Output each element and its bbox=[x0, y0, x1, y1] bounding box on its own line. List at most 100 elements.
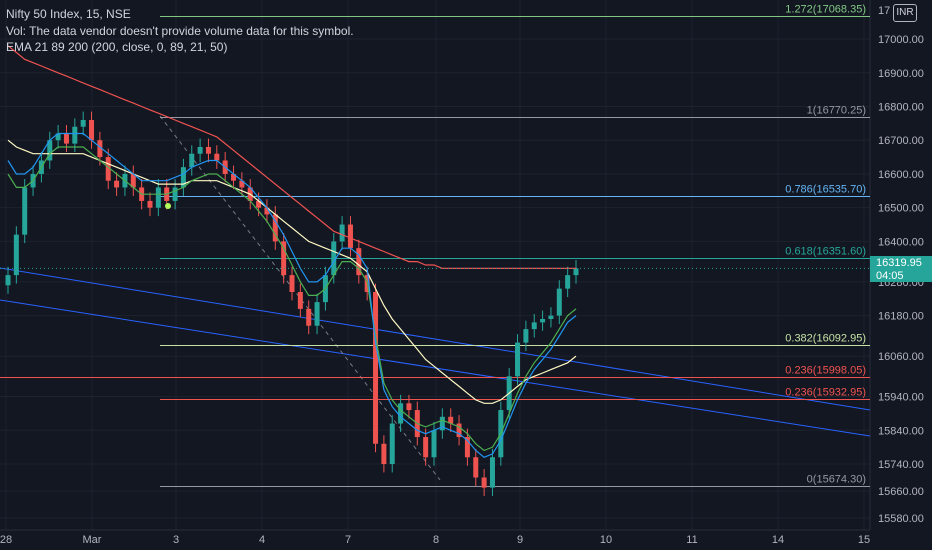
y-tick-label: 16700.00 bbox=[878, 135, 924, 147]
candle-body bbox=[22, 187, 28, 235]
last-price-tag: 16319.95 04:05 bbox=[870, 256, 932, 282]
candle-body bbox=[431, 430, 437, 458]
candle-body bbox=[489, 457, 495, 488]
candle-body bbox=[548, 315, 554, 319]
fib-level-label: 0.236(15932.95) bbox=[785, 387, 866, 399]
candle-body bbox=[5, 275, 11, 286]
candle-body bbox=[114, 180, 120, 188]
candle-body bbox=[306, 308, 312, 326]
currency-badge[interactable]: INR bbox=[893, 4, 917, 22]
last-price-value: 16319.95 bbox=[876, 257, 922, 269]
candle-body bbox=[473, 457, 479, 478]
fib-level-label: 0.786(16535.70) bbox=[785, 184, 866, 196]
candle-body bbox=[289, 275, 295, 293]
y-tick-label: 15740.00 bbox=[878, 459, 924, 471]
y-tick-label: 16800.00 bbox=[878, 102, 924, 114]
candle-body bbox=[172, 187, 178, 201]
y-tick-label: 16180.00 bbox=[878, 311, 924, 323]
candle-body bbox=[540, 318, 546, 323]
fib-level-label: 1(16770.25) bbox=[807, 105, 866, 117]
ema-21-line bbox=[7, 146, 577, 452]
x-tick-label: 28 bbox=[0, 534, 12, 546]
candle-body bbox=[556, 288, 562, 316]
fib-level-label: 0.382(16092.95) bbox=[785, 333, 866, 345]
candle-body bbox=[347, 224, 353, 249]
candle-body bbox=[515, 342, 521, 377]
candle-body bbox=[523, 329, 529, 343]
candle-body bbox=[398, 403, 404, 424]
y-tick-label: 16900.00 bbox=[878, 68, 924, 80]
candle-body bbox=[339, 224, 345, 242]
chart-legend: Nifty 50 Index, 15, NSE Vol: The data ve… bbox=[6, 6, 354, 56]
candle-body bbox=[373, 292, 379, 444]
candle-countdown: 04:05 bbox=[876, 270, 904, 282]
x-tick-label: 11 bbox=[686, 534, 697, 546]
candle-body bbox=[331, 241, 337, 276]
y-tick-label: 15840.00 bbox=[878, 425, 924, 437]
candle-body bbox=[531, 322, 537, 330]
candle-body bbox=[147, 200, 153, 208]
x-tick-label: 3 bbox=[173, 534, 179, 546]
candle-body bbox=[13, 234, 19, 276]
ema-blue-line bbox=[7, 132, 577, 458]
candle-body bbox=[239, 180, 245, 188]
candle-body bbox=[180, 167, 186, 188]
candle-body bbox=[205, 146, 211, 154]
candle-body bbox=[130, 173, 136, 188]
candle-body bbox=[272, 214, 278, 242]
candle-body bbox=[55, 133, 61, 141]
y-tick-label: 15580.00 bbox=[878, 513, 924, 525]
ema-indicator-label[interactable]: EMA 21 89 200 (200, close, 0, 89, 21, 50… bbox=[6, 40, 228, 54]
fib-level-label: 0(15674.30) bbox=[807, 474, 866, 486]
signal-dot bbox=[165, 203, 171, 209]
fib-level-label: 0.236(15998.05) bbox=[785, 365, 866, 377]
candle-body bbox=[439, 416, 445, 431]
candle-body bbox=[97, 140, 103, 158]
symbol-title[interactable]: Nifty 50 Index, 15, NSE bbox=[6, 7, 131, 21]
candle-body bbox=[381, 443, 387, 465]
candle-body bbox=[423, 437, 429, 458]
candle-body bbox=[89, 119, 95, 141]
trendline-lower[interactable] bbox=[0, 299, 871, 437]
fib-level-label: 0.618(16351.60) bbox=[785, 246, 866, 258]
y-tick-label: 15940.00 bbox=[878, 392, 924, 404]
volume-note: Vol: The data vendor doesn't provide vol… bbox=[6, 23, 354, 38]
candle-body bbox=[456, 423, 462, 438]
candle-body bbox=[464, 437, 470, 458]
candle-body bbox=[214, 153, 220, 161]
ema-200-line bbox=[7, 45, 576, 269]
x-tick-label: 7 bbox=[345, 534, 351, 546]
candle-body bbox=[189, 153, 195, 168]
x-tick-label: 8 bbox=[433, 534, 439, 546]
candle-body bbox=[197, 146, 203, 154]
candle-body bbox=[565, 275, 571, 289]
candle-body bbox=[481, 477, 487, 488]
y-tick-label: 16500.00 bbox=[878, 203, 924, 215]
candle-body bbox=[256, 200, 262, 208]
fib-level-label: 1.272(17068.35) bbox=[785, 4, 866, 16]
candle-body bbox=[297, 292, 303, 309]
y-tick-label-partial: 17 bbox=[878, 5, 890, 17]
x-tick-label: 10 bbox=[600, 534, 612, 546]
candle-body bbox=[264, 207, 270, 215]
y-tick-label: 15660.00 bbox=[878, 486, 924, 498]
candle-body bbox=[281, 241, 287, 276]
y-tick-label: 16060.00 bbox=[878, 351, 924, 363]
y-tick-label: 16600.00 bbox=[878, 169, 924, 181]
x-tick-label: 9 bbox=[517, 534, 523, 546]
x-tick-label: 4 bbox=[259, 534, 265, 546]
candle-body bbox=[406, 403, 412, 411]
x-tick-label: Mar bbox=[83, 534, 102, 546]
y-tick-label: 16400.00 bbox=[878, 236, 924, 248]
candle-body bbox=[72, 126, 78, 144]
candle-body bbox=[47, 140, 53, 161]
candle-body bbox=[105, 157, 111, 181]
trendline-upper[interactable] bbox=[0, 267, 871, 411]
x-tick-label: 14 bbox=[772, 534, 784, 546]
candle-body bbox=[155, 187, 161, 208]
candle-body bbox=[80, 119, 86, 127]
candle-body bbox=[356, 248, 362, 276]
